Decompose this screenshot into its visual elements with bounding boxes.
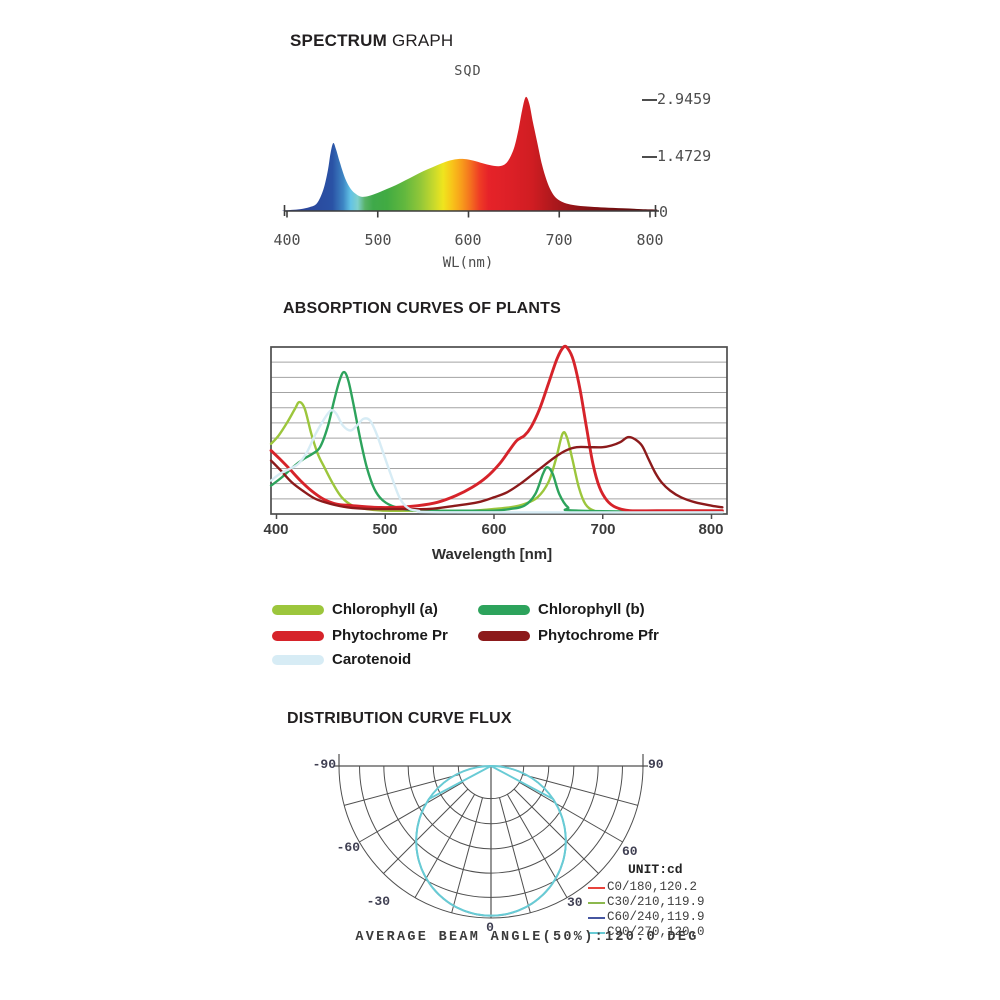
legend-label-chlorophyll-b: Chlorophyll (b) (538, 601, 645, 618)
absorption-xtick-500: 500 (372, 521, 398, 538)
polar-legend-line-c0 (588, 887, 605, 889)
polar-legend-text-c60: C60/240,119.9 (607, 910, 705, 924)
polar-legend-text-c0: C0/180,120.2 (607, 880, 698, 894)
absorption-xtick-600: 600 (481, 521, 507, 538)
average-beam-angle-caption: AVERAGE BEAM ANGLE(50%):120.0 DEG (355, 930, 699, 945)
legend-label-phytochrome-pr: Phytochrome Pr (332, 627, 448, 644)
legend-swatch-phytochrome-pfr (478, 631, 530, 641)
legend-swatch-carotenoid (272, 655, 324, 665)
polar-legend-line-c30 (588, 902, 605, 904)
spectrum-title-bold: SPECTRUM (290, 31, 387, 50)
polar-angle-label-90: 90 (648, 757, 664, 772)
polar-legend-line-c60 (588, 917, 605, 919)
polar-angle-label-neg60: -60 (336, 840, 360, 855)
absorption-chart (269, 344, 728, 519)
absorption-xaxis-label: Wavelength [nm] (431, 546, 553, 563)
absorption-xtick-700: 700 (590, 521, 616, 538)
spectrum-xtick-600: 600 (454, 231, 482, 249)
legend-label-phytochrome-pfr: Phytochrome Pfr (538, 627, 659, 644)
spectrum-section-title: SPECTRUM GRAPH (290, 31, 453, 51)
distribution-section-title: DISTRIBUTION CURVE FLUX (287, 710, 512, 727)
polar-unit-label: UNIT:cd (628, 862, 683, 877)
legend-swatch-chlorophyll-a (272, 605, 324, 615)
spectrum-ytick-zero: 0 (659, 203, 669, 221)
spectrum-title-light: GRAPH (391, 31, 454, 50)
legend-swatch-chlorophyll-b (478, 605, 530, 615)
polar-angle-label-0: 0 (486, 920, 494, 935)
spectrum-ytick-max: 2.9459 (642, 90, 711, 108)
spectrum-xtick-700: 700 (545, 231, 573, 249)
absorption-section-title: ABSORPTION CURVES OF PLANTS (283, 300, 562, 317)
polar-angle-label-neg30: -30 (366, 894, 390, 909)
ytick-dash (642, 155, 657, 158)
ytick-dash (642, 98, 657, 101)
spectrum-xtick-400: 400 (273, 231, 301, 249)
polar-angle-label-neg90: -90 (312, 757, 336, 772)
distribution-polar-chart (334, 754, 648, 919)
spectrum-ytick-mid: 1.4729 (642, 147, 711, 165)
spectrum-chart (282, 96, 659, 218)
legend-swatch-phytochrome-pr (272, 631, 324, 641)
absorption-xtick-400: 400 (263, 521, 289, 538)
polar-legend-text-c30: C30/210,119.9 (607, 895, 705, 909)
polar-legend-text-c90: C90/270,120.0 (607, 925, 705, 939)
polar-angle-label-60: 60 (622, 844, 638, 859)
spectrum-xtick-500: 500 (364, 231, 392, 249)
polar-angle-label-30: 30 (567, 895, 583, 910)
spectrum-chart-title: SQD (454, 63, 482, 79)
legend-label-carotenoid: Carotenoid (332, 651, 412, 668)
absorption-xtick-800: 800 (698, 521, 724, 538)
polar-legend-line-c90 (588, 932, 605, 934)
spectrum-xtick-800: 800 (636, 231, 664, 249)
legend-label-chlorophyll-a: Chlorophyll (a) (332, 601, 438, 618)
spectrum-xaxis-label: WL(nm) (442, 255, 494, 271)
